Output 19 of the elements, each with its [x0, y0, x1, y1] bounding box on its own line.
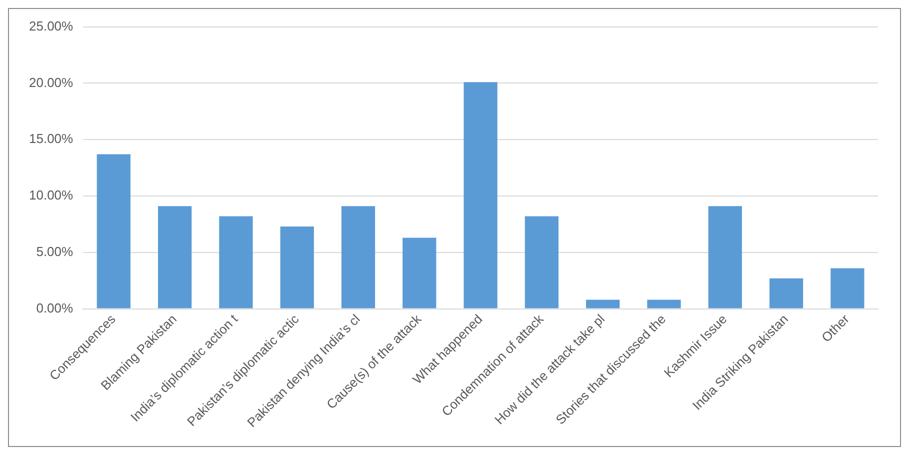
bar	[524, 216, 559, 308]
bar	[280, 226, 314, 308]
bar	[830, 268, 864, 308]
y-tick-label: 0.00%	[36, 300, 74, 316]
bar	[219, 216, 253, 308]
bar	[96, 154, 130, 308]
y-tick-label: 15.00%	[28, 131, 74, 146]
bar	[647, 300, 681, 308]
bar	[341, 206, 376, 308]
y-tick-label: 5.00%	[36, 244, 74, 259]
y-tick-label: 25.00%	[28, 18, 74, 34]
bar	[586, 300, 620, 308]
bar	[769, 278, 804, 308]
bar	[708, 206, 742, 308]
y-tick-label: 10.00%	[28, 188, 74, 203]
y-tick-label: 20.00%	[28, 74, 74, 90]
bar	[402, 238, 436, 308]
bar	[464, 82, 498, 308]
bar	[158, 206, 192, 308]
